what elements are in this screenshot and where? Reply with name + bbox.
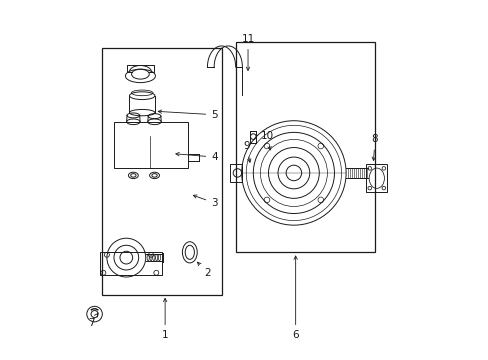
Text: 10: 10 xyxy=(260,131,273,150)
Bar xyxy=(100,252,161,275)
Text: 6: 6 xyxy=(292,256,298,340)
Bar xyxy=(366,164,386,192)
Text: 3: 3 xyxy=(193,195,217,208)
Bar xyxy=(235,42,374,252)
Bar xyxy=(230,164,241,182)
Bar xyxy=(114,122,188,168)
Text: 5: 5 xyxy=(158,110,217,120)
Text: 7: 7 xyxy=(87,313,98,328)
Bar xyxy=(102,48,221,294)
Text: 1: 1 xyxy=(162,298,168,340)
Text: 2: 2 xyxy=(197,262,210,279)
Text: 8: 8 xyxy=(371,134,378,161)
Text: 11: 11 xyxy=(241,34,254,71)
Text: 9: 9 xyxy=(243,141,250,162)
Text: 4: 4 xyxy=(176,152,217,162)
